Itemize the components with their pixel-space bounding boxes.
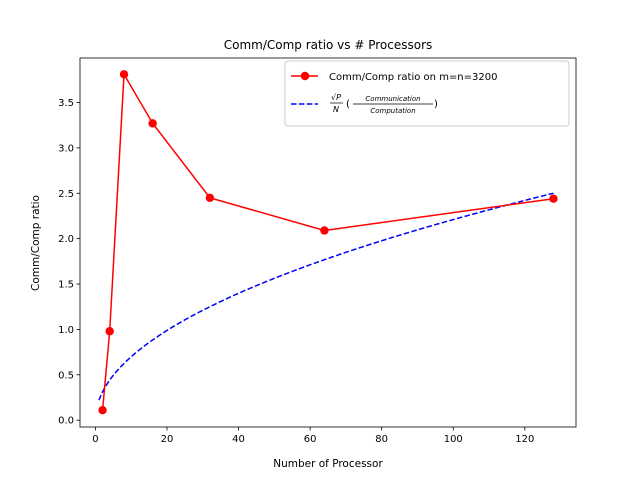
x-tick-label: 40 bbox=[232, 434, 245, 445]
y-tick-label: 3.5 bbox=[58, 98, 74, 109]
legend: Comm/Comp ratio on m=n=3200 √P N ( Commu… bbox=[284, 60, 570, 127]
x-axis-label: Number of Processor bbox=[273, 458, 383, 470]
y-tick-label: 1.5 bbox=[58, 280, 74, 291]
y-tick-label: 0.5 bbox=[58, 370, 74, 381]
axes-frame bbox=[79, 57, 577, 428]
data-point bbox=[205, 193, 215, 202]
legend-open-paren: ( bbox=[346, 99, 350, 110]
chart-title: Comm/Comp ratio vs # Processors bbox=[224, 38, 433, 52]
legend-n: N bbox=[333, 105, 339, 114]
y-axis-label: Comm/Comp ratio bbox=[30, 195, 42, 291]
data-point bbox=[148, 119, 157, 128]
data-point bbox=[105, 327, 114, 336]
x-tick-label: 0 bbox=[92, 434, 98, 445]
y-tick-label: 3.0 bbox=[58, 143, 74, 154]
legend-denominator: Computation bbox=[370, 107, 415, 115]
y-tick-label: 1.0 bbox=[58, 325, 74, 336]
data-point bbox=[320, 226, 329, 235]
legend-close-paren: ) bbox=[434, 99, 438, 110]
y-tick-label: 2.5 bbox=[58, 189, 74, 200]
legend-frame bbox=[284, 60, 570, 127]
legend-label-series-1: Comm/Comp ratio on m=n=3200 bbox=[329, 72, 497, 83]
data-point bbox=[549, 194, 558, 203]
x-tick-label: 80 bbox=[375, 434, 388, 445]
legend-numerator: Communication bbox=[365, 95, 420, 103]
y-tick-label: 0.0 bbox=[58, 416, 74, 427]
legend-sqrt-p: √P bbox=[331, 93, 341, 102]
x-tick-label: 60 bbox=[304, 434, 317, 445]
series-line-sqrt-model bbox=[98, 192, 554, 401]
x-tick-label: 120 bbox=[515, 434, 534, 445]
x-tick-label: 100 bbox=[444, 434, 463, 445]
data-point bbox=[119, 70, 129, 79]
y-tick-label: 2.0 bbox=[58, 234, 74, 245]
legend-marker-series-1 bbox=[300, 71, 310, 81]
x-tick-label: 20 bbox=[161, 434, 174, 445]
plot-area: 0 20 40 60 80 100 120 0.0 0.5 1.0 1.5 2.0 2.5 3.0 3.5 bbox=[58, 57, 577, 445]
data-point bbox=[98, 406, 107, 415]
